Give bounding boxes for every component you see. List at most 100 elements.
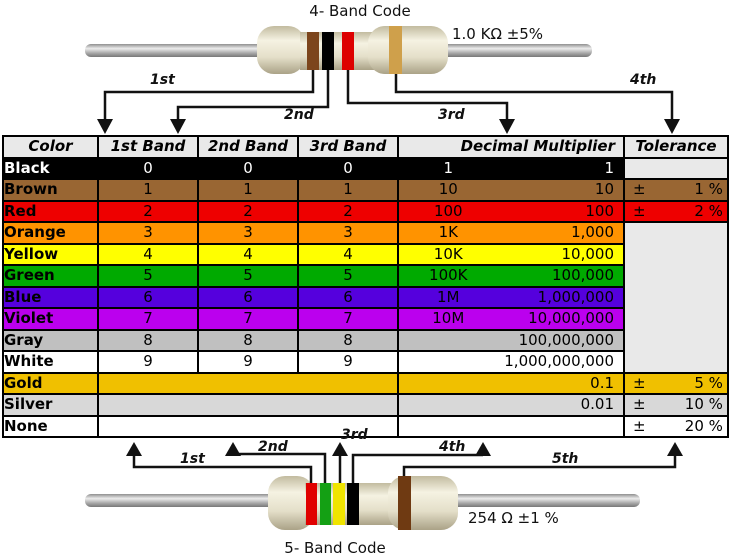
band-value-cell: 0 — [197, 156, 299, 180]
table-row: Green 5 5 5 100K 100,000 — [2, 264, 728, 288]
tolerance-cell: ±20 % — [623, 414, 729, 438]
header-3rd-band: 3rd Band — [297, 135, 399, 159]
table-row: Red 2 2 2 100 100 ±2 % — [2, 199, 729, 223]
arrowhead-1st-top — [97, 119, 113, 134]
band-3rd-red — [342, 32, 354, 70]
multiplier-abbr: 1 — [443, 158, 454, 177]
multiplier-full: 10,000 — [561, 244, 615, 263]
table-row: Orange 3 3 3 1K 1,000 — [2, 221, 729, 374]
header-color: Color — [2, 135, 99, 159]
four-band-title: 4- Band Code — [309, 2, 411, 20]
color-name-cell: Gold — [2, 371, 99, 395]
top-resistor-left-bulge — [257, 26, 305, 74]
band-value-cell: 2 — [297, 199, 399, 223]
multiplier-abbr: 100K — [429, 266, 468, 284]
plus-minus-sign: ± — [632, 180, 646, 198]
multiplier-cell: 1M 1,000,000 — [397, 285, 625, 309]
multiplier-cell: 0.01 — [397, 393, 625, 417]
multiplier-cell: 1K 1,000 — [397, 221, 625, 245]
arrow-label-2nd-bottom: 2nd — [258, 439, 288, 455]
multiplier-full: 10,000,000 — [528, 309, 615, 327]
tolerance-value: 5 % — [694, 373, 723, 392]
color-name-cell: Green — [2, 264, 99, 288]
arrowhead-4th-top — [664, 119, 680, 134]
plus-minus-sign: ± — [632, 201, 646, 220]
arrow-line-5th-bottom — [402, 455, 677, 476]
band-2nd-green — [320, 483, 331, 525]
table-row: Gold 0.1 ±5 % — [2, 371, 729, 395]
arrow-line-2nd-top — [176, 70, 330, 120]
color-name-cell: Violet — [2, 307, 99, 331]
plus-minus-sign: ± — [632, 416, 646, 435]
arrow-label-5th-bottom: 5th — [552, 451, 579, 467]
band-value-cell: 1 — [197, 178, 299, 202]
band-value-cell: 6 — [297, 285, 399, 309]
header-2nd-band: 2nd Band — [197, 135, 299, 159]
multiplier-abbr: 10K — [433, 244, 463, 263]
multiplier-full: 1 — [604, 158, 615, 177]
multiplier-full: 1,000,000 — [537, 287, 615, 306]
band-merged-cell — [97, 371, 399, 395]
plus-minus-sign: ± — [632, 373, 646, 392]
tolerance-cell: ±10 % — [623, 393, 729, 417]
band-value-cell: 1 — [297, 178, 399, 202]
band-value-cell: 5 — [197, 264, 299, 288]
color-name-cell: White — [2, 350, 99, 374]
arrow-label-4th-top: 4th — [630, 72, 657, 88]
band-value-cell: 7 — [97, 307, 199, 331]
color-name-cell: Yellow — [2, 242, 99, 266]
table-row: None ±20 % — [2, 414, 729, 438]
band-value-cell: 2 — [197, 199, 299, 223]
band-5th-brown — [398, 476, 411, 530]
multiplier-full: 100 — [585, 201, 615, 220]
arrowhead-4th-bottom — [475, 442, 491, 456]
band-2nd-black — [322, 32, 334, 70]
arrowhead-2nd-bottom — [225, 442, 241, 456]
top-resistor-right-bulge — [368, 26, 448, 74]
color-name-cell: Gray — [2, 328, 99, 352]
arrow-label-1st-top: 1st — [150, 72, 175, 88]
band-value-cell: 7 — [297, 307, 399, 331]
table-row: Blue 6 6 6 1M 1,000,000 — [2, 285, 728, 309]
multiplier-abbr: 1M — [437, 287, 460, 306]
multiplier-cell: 100,000,000 — [397, 328, 625, 352]
band-value-cell: 0 — [297, 156, 399, 180]
table-row: Yellow 4 4 4 10K 10,000 — [2, 242, 728, 266]
table-row: Brown 1 1 1 10 10 ±1 % — [2, 178, 729, 202]
band-value-cell: 3 — [197, 221, 299, 245]
arrow-label-3rd-bottom: 3rd — [341, 427, 368, 443]
arrowhead-2nd-top — [170, 119, 186, 134]
tolerance-cell: ±1 % — [623, 178, 729, 202]
arrow-line-4th-top — [394, 74, 674, 120]
color-name-cell: Brown — [2, 178, 99, 202]
multiplier-cell: 10K 10,000 — [397, 242, 625, 266]
multiplier-full: 0.01 — [580, 395, 615, 413]
color-name-cell: Silver — [2, 393, 99, 417]
tolerance-cell: ±5 % — [623, 371, 729, 395]
color-name-cell: None — [2, 414, 99, 438]
band-4th-black — [347, 483, 359, 525]
band-value-cell: 9 — [97, 350, 199, 374]
band-value-cell: 3 — [97, 221, 199, 245]
color-name-cell: Red — [2, 199, 99, 223]
arrow-line-1st-bottom — [132, 455, 313, 483]
color-code-table: Color 1st Band 2nd Band 3rd Band Decimal… — [2, 135, 729, 438]
multiplier-abbr: 100 — [433, 201, 463, 220]
multiplier-abbr: 10 — [438, 180, 458, 198]
arrow-line-1st-top — [103, 70, 315, 120]
table-row: Gray 8 8 8 100,000,000 — [2, 328, 728, 352]
multiplier-abbr: 10M — [432, 309, 465, 327]
band-merged-cell — [97, 414, 399, 438]
arrow-label-3rd-top: 3rd — [438, 107, 465, 123]
multiplier-full: 0.1 — [590, 373, 615, 392]
band-value-cell: 0 — [97, 156, 199, 180]
multiplier-full: 10 — [594, 180, 615, 198]
five-band-title: 5- Band Code — [284, 539, 386, 557]
arrow-label-2nd-top: 2nd — [284, 107, 314, 123]
header-decimal-multiplier: Decimal Multiplier — [397, 135, 625, 159]
arrowhead-5th-bottom — [667, 442, 683, 456]
plus-minus-sign: ± — [632, 395, 646, 413]
band-value-cell: 4 — [297, 242, 399, 266]
